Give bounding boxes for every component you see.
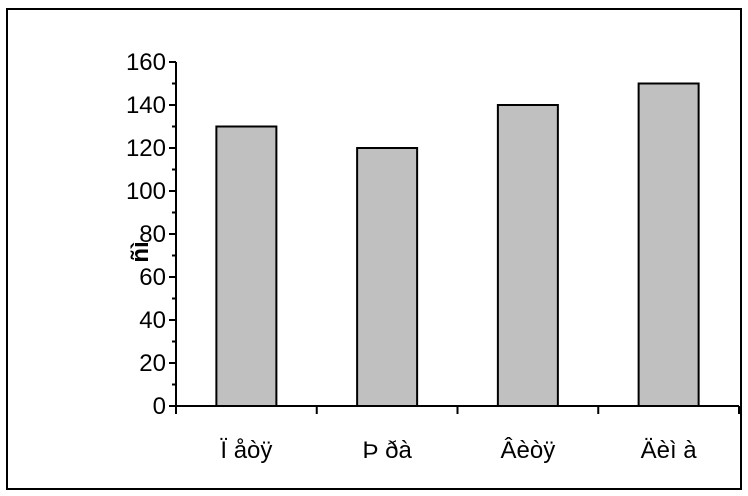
labels-group: 0 20 40 60 80 100 120 140 160 Ï åòÿ Þ ðà Âèòÿ Äèì à <box>126 49 697 464</box>
x-tick-label: Äèì à <box>641 437 698 464</box>
y-tick-label: 40 <box>139 307 166 334</box>
y-tick-label: 160 <box>126 49 166 76</box>
y-tick-label: 0 <box>153 393 166 420</box>
y-tick-label: 140 <box>126 92 166 119</box>
y-tick-label: 80 <box>139 221 166 248</box>
y-tick-label: 20 <box>139 350 166 377</box>
bars-group <box>215 82 700 407</box>
bar <box>496 104 559 407</box>
bar <box>637 82 700 407</box>
x-tick-label: Þ ðà <box>362 437 412 464</box>
x-tick-label: Âèòÿ <box>501 437 556 464</box>
axes-group <box>169 61 740 414</box>
y-tick-label: 100 <box>126 178 166 205</box>
x-tick-label: Ï åòÿ <box>220 437 272 464</box>
y-tick-label: 120 <box>126 135 166 162</box>
bar <box>215 125 278 407</box>
y-tick-label: 60 <box>139 264 166 291</box>
y-axis-title: ñì <box>127 241 154 262</box>
bar <box>356 147 419 407</box>
